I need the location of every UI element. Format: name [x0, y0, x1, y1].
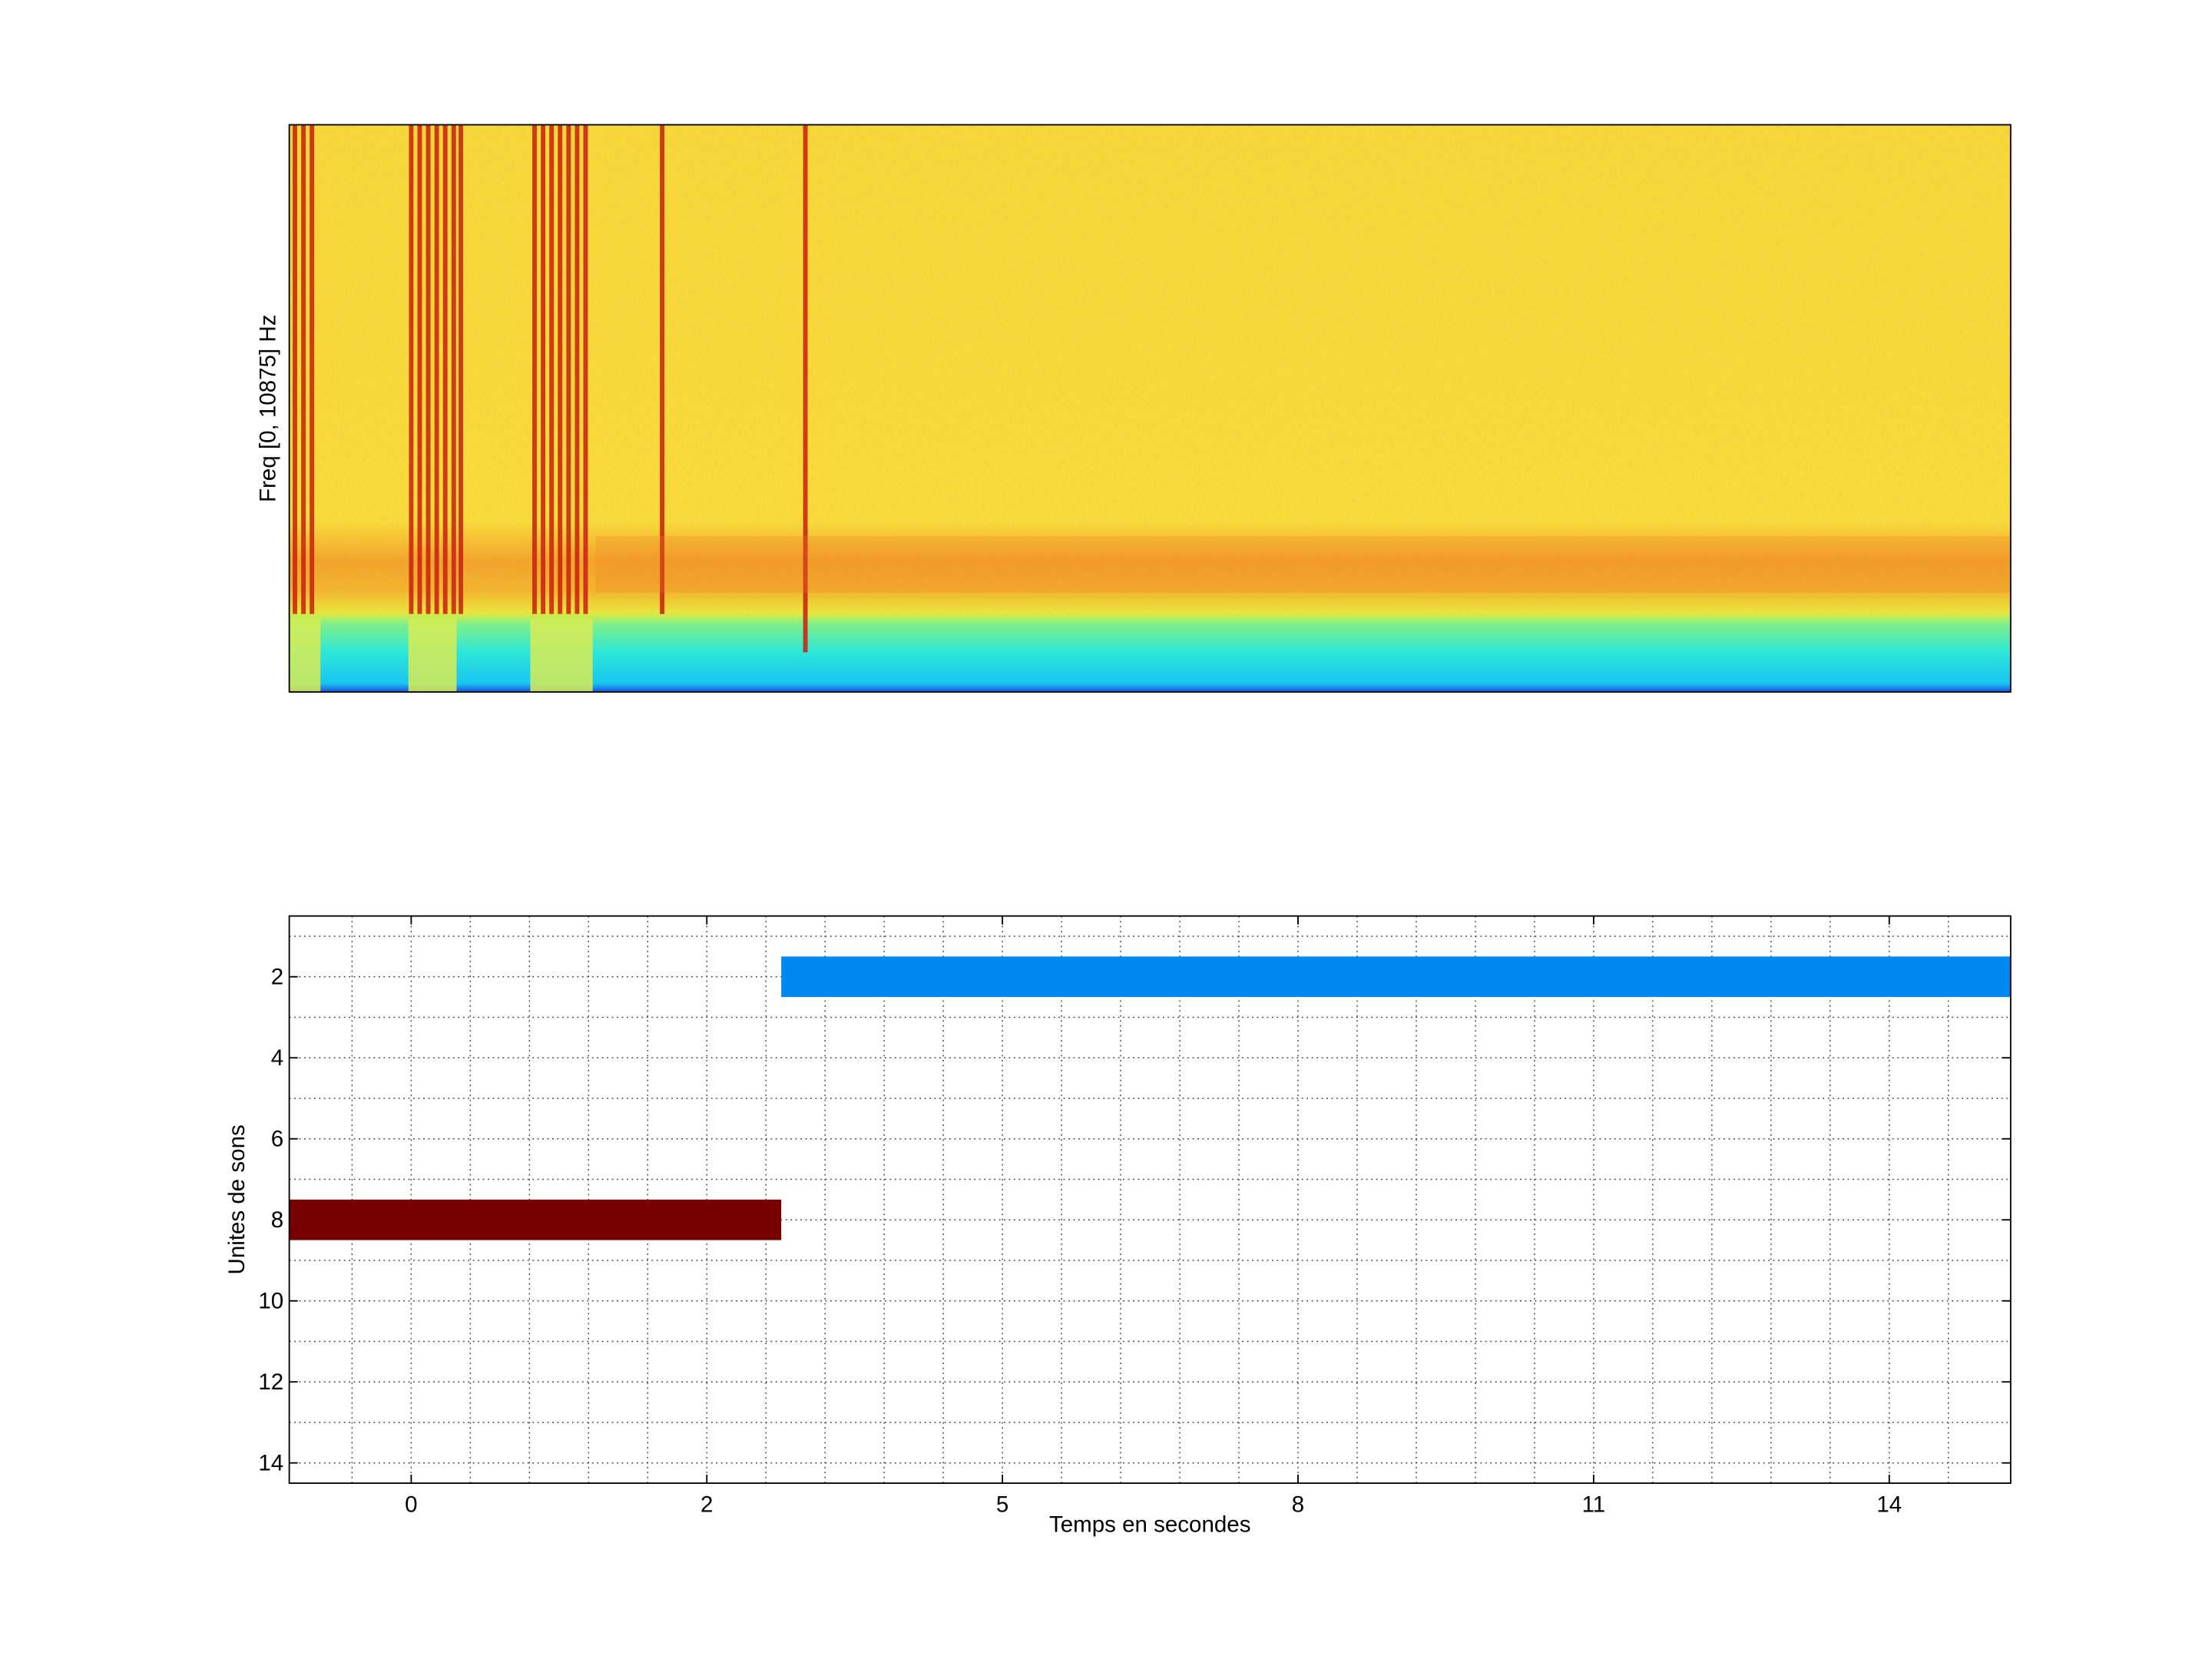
call-streak — [583, 124, 588, 614]
call-streak — [426, 124, 431, 614]
x-tick-label: 11 — [1582, 1492, 1606, 1517]
call-streak — [293, 124, 297, 614]
call-streak — [549, 124, 555, 614]
x-tick-label: 8 — [1292, 1492, 1304, 1517]
y-tick-label: 10 — [258, 1288, 283, 1313]
x-axis-label: Temps en secondes — [1049, 1512, 1251, 1537]
call-streak — [442, 124, 448, 614]
energy-band — [595, 535, 2011, 593]
segment-chart: 0 2 5 8 11 14 2 4 6 8 10 12 14 — [258, 916, 2011, 1517]
call-streak — [459, 124, 463, 614]
call-streak — [409, 124, 414, 614]
call-low-band — [289, 618, 321, 692]
call-streak — [566, 124, 571, 614]
call-streak — [301, 124, 306, 614]
plot-frame — [288, 915, 2012, 1485]
x-tick-label: 14 — [1876, 1492, 1902, 1517]
call-low-band — [408, 618, 457, 692]
call-streak — [575, 124, 580, 614]
call-streak — [541, 124, 546, 614]
x-tick-label: 2 — [700, 1492, 713, 1517]
y-tick-label: 6 — [271, 1126, 283, 1151]
y-tick-label: 2 — [271, 964, 283, 989]
y-tick-label: 8 — [271, 1207, 283, 1233]
call-streak — [660, 124, 665, 614]
y-axis-label: Freq [0, 10875] Hz — [256, 314, 281, 502]
call-low-band — [530, 618, 593, 692]
call-streak — [803, 124, 808, 653]
x-tick-label: 0 — [405, 1492, 417, 1517]
segment-bar — [289, 1199, 782, 1240]
segment-bar — [781, 956, 2011, 998]
spectrogram — [289, 124, 2011, 692]
y-tick-label: 12 — [258, 1369, 283, 1395]
call-streak — [558, 124, 563, 614]
y-tick-label: 14 — [258, 1450, 283, 1475]
call-streak — [417, 124, 422, 614]
call-streak — [532, 124, 537, 614]
y-tick-label: 4 — [271, 1045, 283, 1071]
call-streak — [434, 124, 439, 614]
y-axis-label: Unites de sons — [224, 1124, 250, 1274]
call-streak — [451, 124, 456, 614]
spectrogram-frame — [288, 124, 2012, 693]
x-tick-label: 5 — [996, 1492, 1008, 1517]
call-streak — [310, 124, 315, 614]
